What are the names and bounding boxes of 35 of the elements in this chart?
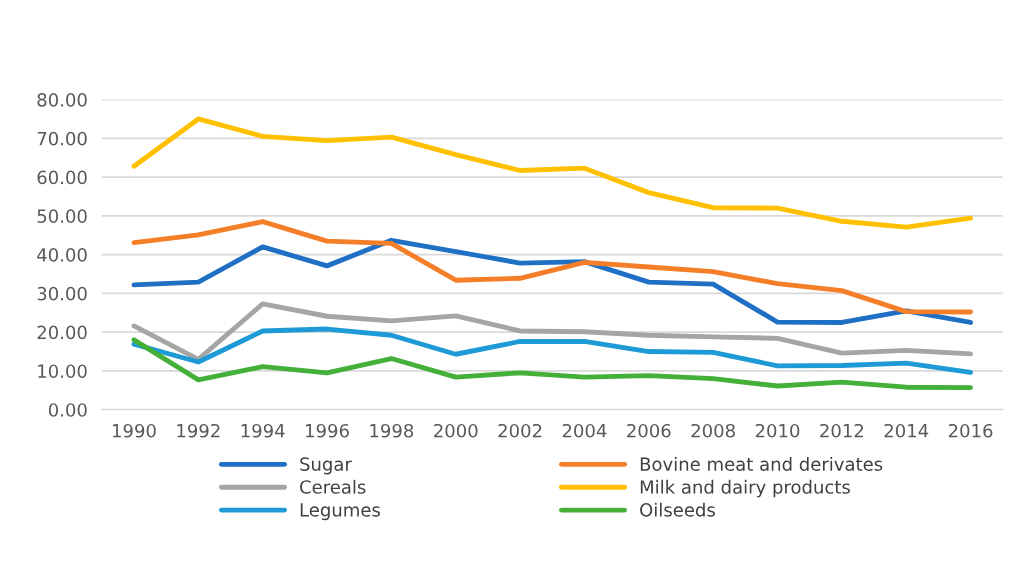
x-tick-label: 1990 [112, 423, 156, 438]
x-tick-label: 2000 [434, 423, 478, 438]
legend-label: Bovine meat and derivates [640, 456, 883, 471]
legend-label: Legumes [300, 503, 380, 521]
legend-label: Milk and dairy products [640, 479, 850, 498]
x-tick-label: 1996 [306, 423, 349, 438]
x-tick-label: 2016 [948, 423, 993, 438]
x-tick-label: 2014 [884, 423, 929, 438]
x-tick-label: 2002 [498, 423, 542, 438]
y-tick-label: 40.00 [37, 248, 87, 262]
line-series [131, 219, 973, 315]
y-tick-label: 10.00 [38, 364, 87, 379]
y-tick-label: 20.00 [37, 325, 87, 340]
x-tick-label: 1998 [370, 423, 414, 438]
y-tick-label: 70.00 [37, 131, 87, 146]
y-tick-label: 30.00 [37, 286, 87, 301]
legend-label: Cereals [300, 479, 366, 494]
y-tick-label: 80.00 [37, 93, 87, 107]
line-series [131, 337, 973, 391]
x-tick-label: 1994 [241, 423, 285, 438]
legend-label: Oilseeds [640, 502, 715, 517]
line-series [131, 301, 973, 362]
x-tick-label: 2010 [755, 423, 800, 438]
x-tick-label: 2008 [691, 423, 735, 438]
legend-label: Sugar [300, 457, 352, 475]
y-tick-label: 0.00 [48, 403, 87, 417]
line-series [131, 116, 973, 230]
y-tick-label: 60.00 [37, 170, 87, 185]
line-series [131, 326, 973, 375]
y-tick-label: 50.00 [37, 209, 87, 223]
x-tick-label: 2012 [820, 423, 864, 438]
x-tick-label: 2004 [562, 423, 607, 438]
line-series [131, 237, 973, 325]
x-tick-label: 1992 [177, 423, 220, 438]
x-tick-label: 2006 [627, 423, 671, 438]
